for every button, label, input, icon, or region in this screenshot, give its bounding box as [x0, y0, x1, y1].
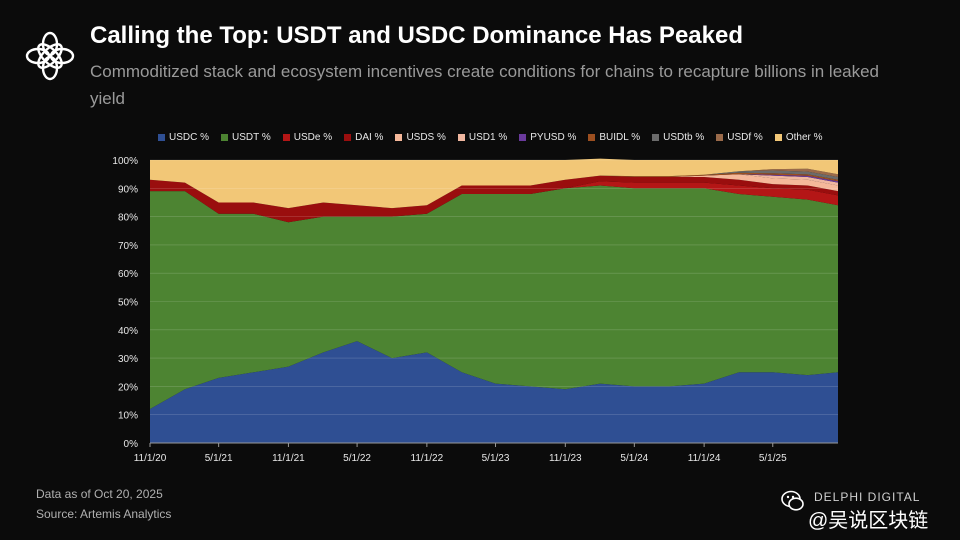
legend-swatch [588, 134, 596, 141]
legend-item-usdf: USDf % [716, 132, 763, 143]
legend-item-usd1: USD1 % [457, 132, 508, 143]
chart-legend: USDC % USDT % USDe % DAI % USDS % USD1 % PYUSD… [158, 132, 823, 143]
data-date-note: Data as of Oct 20, 2025 [36, 487, 163, 501]
x-tick-label: 11/1/24 [688, 453, 721, 464]
legend-item-usde: USDe % [282, 132, 333, 143]
series-area-usdc [150, 341, 838, 443]
series-area-usd1 [150, 174, 838, 209]
legend-swatch [395, 134, 403, 141]
footer: Data as of Oct 20, 2025 Source: Artemis … [36, 484, 171, 524]
x-tick-label: 11/1/22 [411, 453, 444, 464]
legend-label: USD1 % [468, 132, 508, 143]
x-tick-label: 5/1/23 [482, 453, 510, 464]
chart-title: Calling the Top: USDT and USDC Dominance… [90, 22, 743, 49]
chart-subtitle: Commoditized stack and ecosystem incenti… [90, 62, 880, 108]
y-tick-label: 20% [118, 382, 138, 393]
y-tick-label: 90% [118, 184, 138, 195]
legend-label: USDT % [232, 132, 271, 143]
legend-swatch [344, 134, 352, 141]
legend-item-usdtb: USDtb % [652, 132, 704, 143]
legend-swatch [282, 134, 290, 141]
legend-label: USDf % [727, 132, 763, 143]
series-area-usdt [150, 185, 838, 409]
legend-swatch [519, 134, 527, 141]
legend-swatch [652, 134, 660, 141]
y-tick-label: 50% [118, 298, 138, 309]
legend-label: USDtb % [663, 132, 705, 143]
y-tick-label: 30% [118, 354, 138, 365]
legend-item-usds: USDS % [395, 132, 446, 143]
legend-swatch [158, 134, 165, 141]
y-tick-label: 40% [118, 326, 138, 337]
legend-swatch [221, 134, 229, 141]
legend-item-pyusd: PYUSD % [519, 132, 576, 143]
legend-label: Other % [785, 132, 823, 143]
legend-label: PYUSD % [530, 132, 577, 143]
legend-swatch [457, 134, 465, 141]
series-area-other [150, 158, 838, 209]
x-tick-label: 5/1/22 [343, 453, 371, 464]
y-tick-label: 0% [124, 439, 139, 450]
x-tick-label: 11/1/21 [272, 453, 305, 464]
x-tick-label: 5/1/24 [620, 453, 648, 464]
y-tick-label: 10% [118, 411, 138, 422]
y-tick-label: 70% [118, 241, 138, 252]
x-tick-label: 5/1/25 [759, 453, 787, 464]
stacked-area-chart: 0% 10% 20% 30% 40% 50% 60% 70% 80% 90% 100% 11/1/20… [112, 156, 838, 464]
legend-swatch [774, 134, 782, 141]
watermark: DELPHI DIGITAL @吴说区块链 [780, 486, 950, 532]
legend-label: DAI % [355, 132, 384, 143]
series-area-dai [150, 175, 838, 223]
legend-item-buidl: BUIDL % [588, 132, 640, 143]
x-tick-label: 11/1/23 [549, 453, 582, 464]
legend-item-usdt: USDT % [221, 132, 271, 143]
legend-label: USDC % [169, 132, 210, 143]
legend-item-dai: DAI % [344, 132, 383, 143]
legend-label: BUIDL % [599, 132, 641, 143]
legend-label: USDe % [293, 132, 333, 143]
wechat-icon [781, 490, 804, 511]
legend-item-usdc: USDC % [158, 132, 209, 143]
watermark-text: @吴说区块链 [808, 510, 929, 532]
watermark-brand: DELPHI DIGITAL [814, 490, 921, 504]
y-tick-label: 60% [118, 269, 138, 280]
legend-label: USDS % [406, 132, 446, 143]
x-tick-label: 11/1/20 [134, 453, 167, 464]
x-tick-label: 5/1/21 [205, 453, 233, 464]
y-tick-label: 100% [112, 156, 138, 167]
legend-swatch [716, 134, 724, 141]
data-source: Source: Artemis Analytics [36, 507, 172, 521]
y-tick-label: 80% [118, 213, 138, 224]
legend-item-other: Other % [774, 132, 823, 143]
flower-logo-icon [25, 31, 75, 81]
